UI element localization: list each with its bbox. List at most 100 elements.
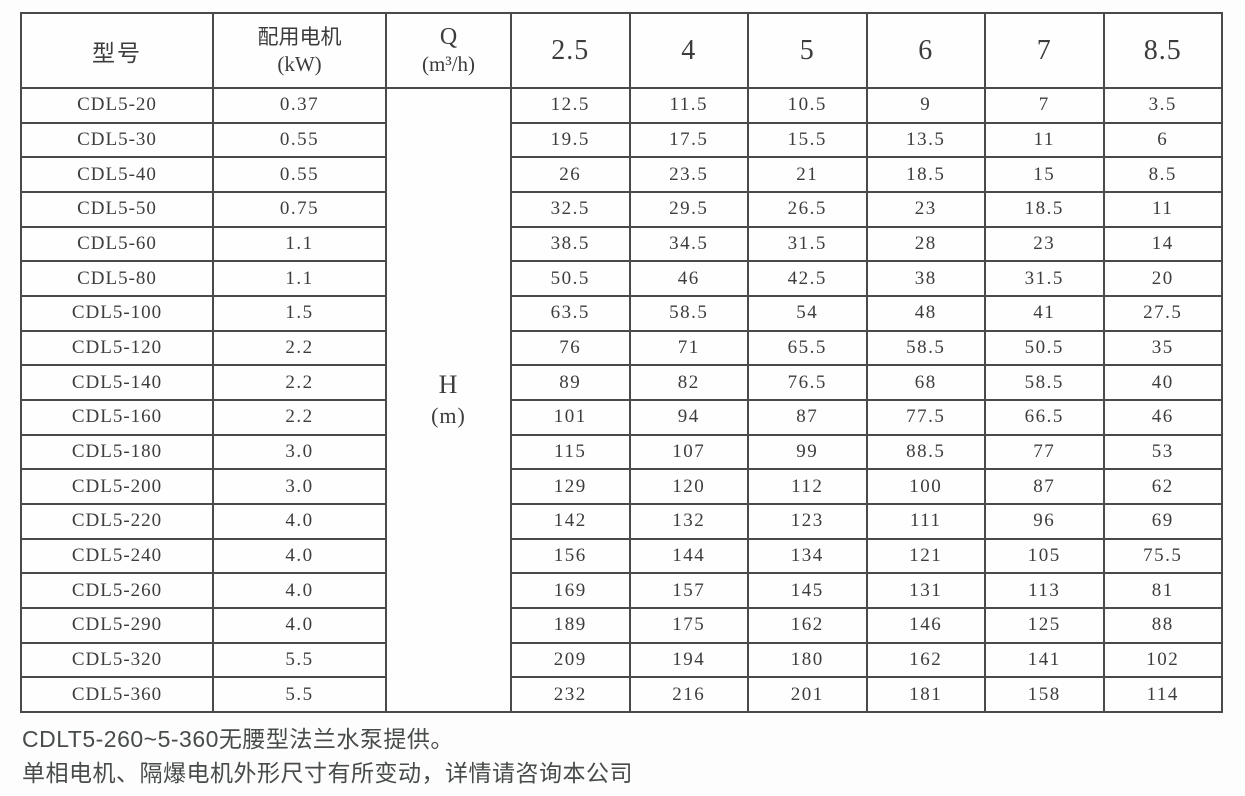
motor-kw-cell: 1.5: [212, 294, 387, 332]
head-value-cell: 11: [1102, 190, 1223, 228]
head-value-cell: 35: [1102, 329, 1223, 367]
head-value-cell: 9: [865, 87, 986, 124]
spec-row: CDL5-260 4.0 169 157 145 131 113 81: [20, 572, 1223, 609]
model-cell: CDL5-160: [20, 398, 214, 436]
head-value-cell: 53: [1102, 433, 1223, 471]
head-value-cell: 107: [628, 433, 749, 471]
flow-symbol: Q: [439, 24, 458, 50]
head-value-cell: 88.5: [865, 433, 986, 471]
head-value-cell: 58.5: [628, 294, 749, 332]
motor-kw-cell: 4.0: [212, 537, 387, 575]
motor-kw-cell: 4.0: [212, 572, 387, 609]
head-value-cell: 66.5: [984, 398, 1105, 436]
spec-row: CDL5-50 0.75 32.5 29.5 26.5 23 18.5 11: [20, 190, 1223, 228]
head-value-cell: 48: [865, 294, 986, 332]
model-cell: CDL5-40: [20, 156, 214, 193]
head-value-cell: 3.5: [1102, 87, 1223, 124]
spec-row: CDL5-320 5.5 209 194 180 162 141 102: [20, 641, 1223, 679]
head-value-cell: 99: [747, 433, 868, 471]
head-value-cell: 113: [984, 572, 1105, 609]
head-value-cell: 18.5: [984, 190, 1105, 228]
spec-row: CDL5-220 4.0 142 132 123 111 96 69: [20, 502, 1223, 540]
head-value-cell: 23: [865, 190, 986, 228]
motor-header-label: 配用电机: [257, 24, 342, 49]
head-value-cell: 134: [747, 537, 868, 575]
model-cell: CDL5-30: [20, 121, 214, 159]
model-cell: CDL5-320: [20, 641, 214, 679]
flow-value-header-6: 6: [865, 12, 986, 89]
spec-table-body: CDL5-20 0.37 H (m) 12.5 11.5 10.5 9 7 3.…: [20, 87, 1223, 713]
head-value-cell: 129: [510, 468, 631, 505]
head-unit-label: (m): [431, 403, 466, 428]
head-value-cell: 15.5: [747, 121, 868, 159]
pump-spec-table: 型号 配用电机 (kW) Q (m³/h) 2.5 4 5 6 7 8.5 CD…: [20, 12, 1223, 713]
head-value-cell: 87: [984, 468, 1105, 505]
head-value-cell: 96: [984, 502, 1105, 540]
head-value-cell: 125: [984, 606, 1105, 644]
model-cell: CDL5-220: [20, 502, 214, 540]
head-value-cell: 162: [747, 606, 868, 644]
head-value-cell: 88: [1102, 606, 1223, 644]
head-value-cell: 142: [510, 502, 631, 540]
head-value-cell: 115: [510, 433, 631, 471]
head-value-cell: 76.5: [747, 364, 868, 401]
head-value-cell: 18.5: [865, 156, 986, 193]
footnotes: CDLT5-260~5-360无腰型法兰水泵提供。 单相电机、隔爆电机外形尺寸有…: [22, 722, 1222, 790]
footnote-line-2: 单相电机、隔爆电机外形尺寸有所变动，详情请咨询本公司: [22, 760, 633, 786]
motor-kw-cell: 2.2: [212, 329, 387, 367]
header-row: 型号 配用电机 (kW) Q (m³/h) 2.5 4 5 6 7 8.5: [20, 12, 1223, 89]
head-value-cell: 54: [747, 294, 868, 332]
model-cell: CDL5-80: [20, 260, 214, 297]
head-value-cell: 201: [747, 676, 868, 713]
head-value-cell: 189: [510, 606, 631, 644]
motor-kw-cell: 5.5: [212, 641, 387, 679]
head-unit-cell: H (m): [385, 87, 512, 713]
head-value-cell: 71: [628, 329, 749, 367]
head-value-cell: 102: [1102, 641, 1223, 679]
head-value-cell: 180: [747, 641, 868, 679]
spec-row: CDL5-200 3.0 129 120 112 100 87 62: [20, 468, 1223, 505]
spec-row: CDL5-120 2.2 76 71 65.5 58.5 50.5 35: [20, 329, 1223, 367]
head-value-cell: 146: [865, 606, 986, 644]
head-value-cell: 100: [865, 468, 986, 505]
head-value-cell: 15: [984, 156, 1105, 193]
head-value-cell: 120: [628, 468, 749, 505]
spec-row: CDL5-20 0.37 H (m) 12.5 11.5 10.5 9 7 3.…: [20, 87, 1223, 713]
head-value-cell: 13.5: [865, 121, 986, 159]
head-value-cell: 101: [510, 398, 631, 436]
head-value-cell: 46: [628, 260, 749, 297]
motor-header-unit: (kW): [277, 51, 322, 76]
flow-column-header: Q (m³/h): [385, 12, 512, 89]
head-value-cell: 42.5: [747, 260, 868, 297]
footnote-line-1: CDLT5-260~5-360无腰型法兰水泵提供。: [22, 726, 454, 752]
head-value-cell: 46: [1102, 398, 1223, 436]
head-value-cell: 131: [865, 572, 986, 609]
head-value-cell: 68: [865, 364, 986, 401]
head-value-cell: 27.5: [1102, 294, 1223, 332]
head-value-cell: 81: [1102, 572, 1223, 609]
head-value-cell: 26.5: [747, 190, 868, 228]
head-value-cell: 31.5: [747, 225, 868, 263]
model-cell: CDL5-240: [20, 537, 214, 575]
motor-kw-cell: 3.0: [212, 433, 387, 471]
model-cell: CDL5-50: [20, 190, 214, 228]
head-value-cell: 76: [510, 329, 631, 367]
head-value-cell: 69: [1102, 502, 1223, 540]
spec-row: CDL5-290 4.0 189 175 162 146 125 88: [20, 606, 1223, 644]
spec-row: CDL5-100 1.5 63.5 58.5 54 48 41 27.5: [20, 294, 1223, 332]
motor-kw-cell: 3.0: [212, 468, 387, 505]
head-value-cell: 28: [865, 225, 986, 263]
head-value-cell: 145: [747, 572, 868, 609]
head-value-cell: 41: [984, 294, 1105, 332]
flow-value-header-5: 5: [747, 12, 868, 89]
motor-kw-cell: 2.2: [212, 364, 387, 401]
head-symbol: H: [438, 370, 459, 399]
model-cell: CDL5-200: [20, 468, 214, 505]
spec-row: CDL5-140 2.2 89 82 76.5 68 58.5 40: [20, 364, 1223, 401]
head-value-cell: 87: [747, 398, 868, 436]
head-value-cell: 162: [865, 641, 986, 679]
head-value-cell: 132: [628, 502, 749, 540]
spec-row: CDL5-360 5.5 232 216 201 181 158 114: [20, 676, 1223, 713]
head-value-cell: 156: [510, 537, 631, 575]
head-value-cell: 29.5: [628, 190, 749, 228]
